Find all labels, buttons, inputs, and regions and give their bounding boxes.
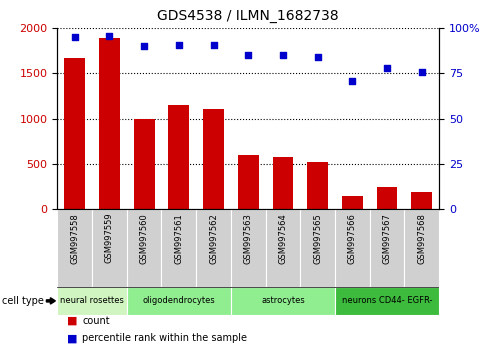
- Bar: [342, 196, 363, 209]
- Text: count: count: [82, 316, 110, 326]
- Bar: [335, 209, 370, 287]
- Bar: [238, 155, 258, 209]
- Bar: [57, 209, 92, 287]
- Bar: [272, 157, 293, 209]
- Text: percentile rank within the sample: percentile rank within the sample: [82, 333, 248, 343]
- Bar: [265, 209, 300, 287]
- Bar: [127, 287, 231, 315]
- Point: [244, 52, 252, 58]
- Text: GSM997566: GSM997566: [348, 213, 357, 264]
- Point: [71, 34, 79, 40]
- Bar: [377, 187, 398, 209]
- Bar: [335, 287, 439, 315]
- Bar: [203, 109, 224, 209]
- Point: [348, 78, 356, 84]
- Text: neurons CD44- EGFR-: neurons CD44- EGFR-: [342, 296, 432, 306]
- Point: [314, 55, 322, 60]
- Bar: [307, 162, 328, 209]
- Bar: [370, 209, 404, 287]
- Text: GSM997567: GSM997567: [383, 213, 392, 264]
- Bar: [196, 209, 231, 287]
- Text: GSM997559: GSM997559: [105, 213, 114, 263]
- Text: cell type: cell type: [2, 296, 44, 306]
- Bar: [231, 209, 265, 287]
- Bar: [99, 38, 120, 209]
- Point: [140, 44, 148, 49]
- Text: GSM997564: GSM997564: [278, 213, 287, 263]
- Point: [105, 33, 113, 38]
- Text: GSM997563: GSM997563: [244, 213, 253, 264]
- Bar: [127, 209, 162, 287]
- Text: astrocytes: astrocytes: [261, 296, 305, 306]
- Text: ■: ■: [67, 333, 78, 343]
- Title: GDS4538 / ILMN_1682738: GDS4538 / ILMN_1682738: [158, 9, 339, 23]
- Point: [210, 42, 218, 47]
- Bar: [162, 209, 196, 287]
- Point: [418, 69, 426, 74]
- Bar: [64, 58, 85, 209]
- Bar: [169, 105, 189, 209]
- Bar: [411, 192, 432, 209]
- Bar: [92, 209, 127, 287]
- Text: GSM997561: GSM997561: [174, 213, 183, 263]
- Text: neural rosettes: neural rosettes: [60, 296, 124, 306]
- Bar: [231, 287, 335, 315]
- Bar: [57, 287, 127, 315]
- Text: GSM997565: GSM997565: [313, 213, 322, 263]
- Bar: [404, 209, 439, 287]
- Text: GSM997562: GSM997562: [209, 213, 218, 263]
- Text: GSM997568: GSM997568: [417, 213, 426, 264]
- Text: ■: ■: [67, 316, 78, 326]
- Text: GSM997558: GSM997558: [70, 213, 79, 263]
- Bar: [300, 209, 335, 287]
- Text: GSM997560: GSM997560: [140, 213, 149, 263]
- Point: [279, 52, 287, 58]
- Text: oligodendrocytes: oligodendrocytes: [143, 296, 215, 306]
- Point: [175, 42, 183, 47]
- Bar: [134, 119, 155, 209]
- Point: [383, 65, 391, 71]
